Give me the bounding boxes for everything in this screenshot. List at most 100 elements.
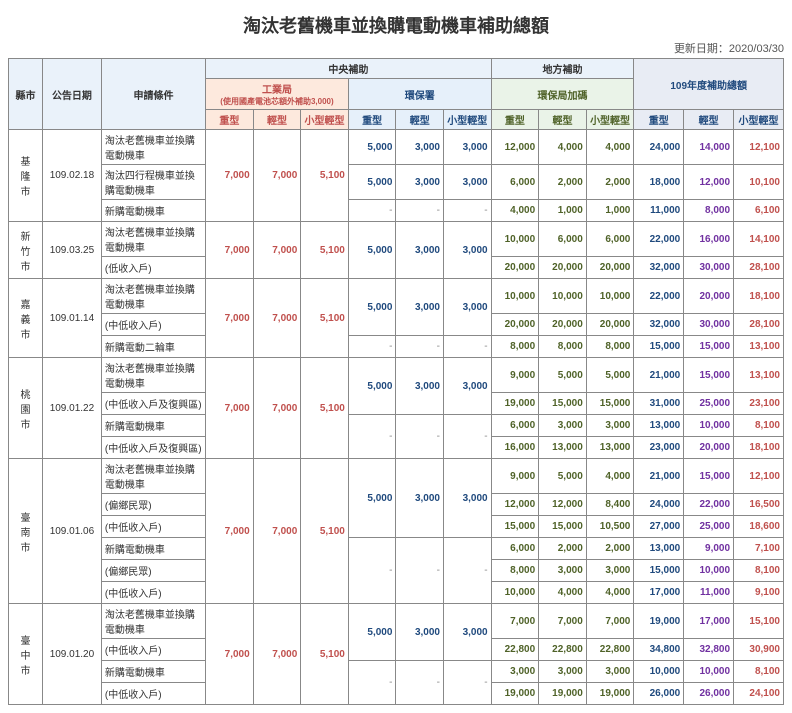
total-cell: 15,000 (634, 560, 684, 582)
total-cell: 14,000 (684, 130, 734, 165)
epa-cell: - (444, 200, 492, 222)
local-cell: 2,000 (586, 538, 634, 560)
local-cell: 12,000 (491, 494, 539, 516)
local-cell: 5,000 (539, 358, 587, 393)
local-cell: 19,000 (539, 683, 587, 705)
total-cell: 28,100 (734, 257, 784, 279)
local-cell: 4,000 (539, 130, 587, 165)
local-cell: 6,000 (491, 415, 539, 437)
condition-cell: 淘汰四行程機車並換購電動機車 (101, 165, 205, 200)
local-cell: 10,500 (586, 516, 634, 538)
total-cell: 31,000 (634, 393, 684, 415)
epa-cell: 3,000 (396, 222, 444, 279)
total-cell: 23,000 (634, 437, 684, 459)
condition-cell: (中低收入戶) (101, 582, 205, 604)
total-cell: 10,000 (684, 560, 734, 582)
epa-cell: - (444, 661, 492, 705)
local-cell: 4,000 (586, 582, 634, 604)
condition-cell: 淘汰老舊機車並換購電動機車 (101, 358, 205, 393)
col-epa: 環保署 (348, 79, 491, 110)
local-cell: 19,000 (491, 393, 539, 415)
total-cell: 19,000 (634, 604, 684, 639)
total-cell: 9,000 (684, 538, 734, 560)
total-cell: 8,100 (734, 415, 784, 437)
gong-cell: 7,000 (206, 279, 254, 358)
epa-cell: 5,000 (348, 165, 396, 200)
local-cell: 4,000 (491, 200, 539, 222)
gong-cell: 7,000 (206, 222, 254, 279)
total-cell: 7,100 (734, 538, 784, 560)
total-cell: 26,000 (634, 683, 684, 705)
local-cell: 20,000 (586, 257, 634, 279)
epa-cell: 3,000 (396, 165, 444, 200)
total-cell: 22,000 (684, 494, 734, 516)
epa-cell: 3,000 (444, 358, 492, 415)
total-cell: 18,100 (734, 437, 784, 459)
total-cell: 8,100 (734, 560, 784, 582)
local-cell: 22,800 (491, 639, 539, 661)
local-cell: 3,000 (586, 415, 634, 437)
local-cell: 2,000 (539, 165, 587, 200)
total-cell: 30,000 (684, 257, 734, 279)
gong-cell: 7,000 (206, 358, 254, 459)
condition-cell: (中低收入戶及復興區) (101, 393, 205, 415)
epa-cell: - (396, 336, 444, 358)
total-cell: 32,000 (634, 314, 684, 336)
col-central: 中央補助 (206, 59, 492, 79)
epa-cell: 5,000 (348, 130, 396, 165)
total-cell: 13,000 (634, 538, 684, 560)
epa-cell: - (396, 661, 444, 705)
total-cell: 24,000 (634, 494, 684, 516)
total-cell: 21,000 (634, 459, 684, 494)
table-row: 臺中市109.01.20淘汰老舊機車並換購電動機車7,0007,0005,100… (9, 604, 784, 639)
total-cell: 15,000 (684, 336, 734, 358)
date-cell: 109.01.14 (42, 279, 101, 358)
local-cell: 4,000 (586, 459, 634, 494)
local-cell: 7,000 (491, 604, 539, 639)
local-cell: 6,000 (491, 538, 539, 560)
total-cell: 6,100 (734, 200, 784, 222)
city-cell: 嘉義市 (9, 279, 43, 358)
total-cell: 27,000 (634, 516, 684, 538)
total-cell: 30,000 (684, 314, 734, 336)
epa-cell: 3,000 (396, 459, 444, 538)
gong-cell: 7,000 (253, 358, 301, 459)
gong-cell: 5,100 (301, 130, 349, 222)
local-cell: 10,000 (491, 222, 539, 257)
condition-cell: 新購電動機車 (101, 538, 205, 560)
local-cell: 15,000 (539, 393, 587, 415)
epa-cell: - (348, 200, 396, 222)
local-cell: 8,000 (491, 336, 539, 358)
date-cell: 109.01.20 (42, 604, 101, 705)
condition-cell: (中低收入戶) (101, 314, 205, 336)
col-city: 縣市 (9, 59, 43, 130)
epa-cell: - (348, 415, 396, 459)
local-cell: 3,000 (539, 661, 587, 683)
gong-cell: 7,000 (253, 604, 301, 705)
epa-cell: - (444, 336, 492, 358)
total-cell: 9,100 (734, 582, 784, 604)
local-cell: 20,000 (586, 314, 634, 336)
col-gong: 工業局(使用國產電池芯額外補助3,000) (206, 79, 349, 110)
local-cell: 9,000 (491, 358, 539, 393)
local-cell: 20,000 (491, 257, 539, 279)
col-date: 公告日期 (42, 59, 101, 130)
condition-cell: 新購電動機車 (101, 661, 205, 683)
page-title: 淘汰老舊機車並換購電動機車補助總額 (8, 12, 784, 38)
local-cell: 5,000 (586, 358, 634, 393)
local-cell: 10,000 (491, 279, 539, 314)
local-cell: 8,000 (491, 560, 539, 582)
total-cell: 18,000 (634, 165, 684, 200)
gong-cell: 7,000 (206, 459, 254, 604)
epa-cell: 3,000 (396, 279, 444, 336)
epa-cell: 3,000 (444, 222, 492, 279)
epa-cell: 5,000 (348, 604, 396, 661)
local-cell: 2,000 (586, 165, 634, 200)
city-cell: 基隆市 (9, 130, 43, 222)
total-cell: 15,100 (734, 604, 784, 639)
condition-cell: 淘汰老舊機車並換購電動機車 (101, 279, 205, 314)
local-cell: 3,000 (539, 415, 587, 437)
local-cell: 6,000 (491, 165, 539, 200)
local-cell: 7,000 (539, 604, 587, 639)
table-row: 新竹市109.03.25淘汰老舊機車並換購電動機車7,0007,0005,100… (9, 222, 784, 257)
